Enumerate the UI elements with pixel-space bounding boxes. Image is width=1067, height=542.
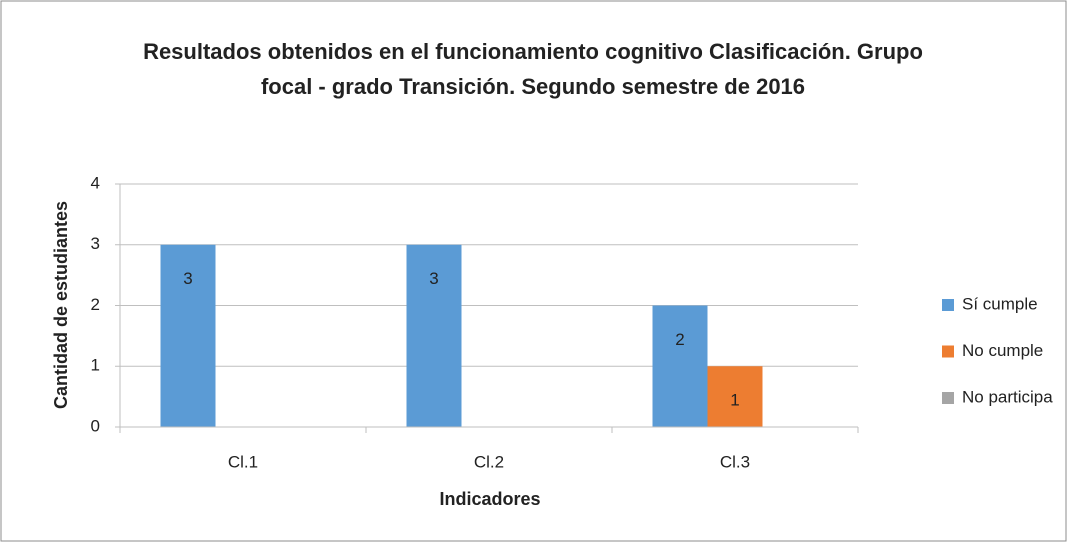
data-label: 1 (730, 391, 739, 410)
x-axis-label: Indicadores (439, 489, 540, 509)
y-axis-label: Cantidad de estudiantes (51, 201, 71, 409)
legend-label: Sí cumple (962, 294, 1038, 313)
bar (406, 244, 462, 427)
bar (160, 244, 216, 427)
y-tick-label: 2 (91, 295, 100, 314)
legend-swatch (942, 299, 954, 311)
y-tick-label: 3 (91, 234, 100, 253)
legend-label: No cumple (962, 341, 1043, 360)
data-label: 3 (183, 269, 192, 288)
data-label: 2 (675, 330, 684, 349)
legend-label: No participa (962, 387, 1053, 406)
legend-swatch (942, 345, 954, 358)
x-tick-label: Cl.2 (474, 452, 504, 471)
y-tick-label: 1 (91, 356, 100, 375)
y-tick-label: 0 (91, 416, 100, 435)
bar (707, 366, 763, 427)
x-tick-label: Cl.1 (228, 452, 258, 471)
x-tick-label: Cl.3 (720, 452, 750, 471)
data-label: 3 (429, 269, 438, 288)
bar (652, 305, 708, 427)
y-tick-label: 4 (91, 173, 100, 192)
chart-title: Resultados obtenidos en el funcionamient… (143, 39, 923, 99)
legend-swatch (942, 392, 954, 404)
